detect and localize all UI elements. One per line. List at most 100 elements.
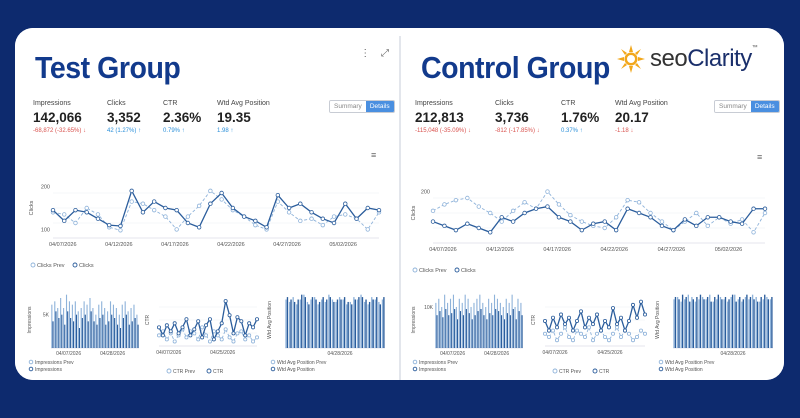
bar <box>766 296 768 348</box>
bar <box>673 299 675 348</box>
data-point <box>365 227 370 232</box>
legend-marker <box>412 359 418 365</box>
bar <box>491 302 493 348</box>
bar <box>518 311 520 348</box>
bar <box>462 315 464 348</box>
bar <box>721 299 723 348</box>
metric-impressions: Impressions 142,066 -68,872 (-32.65%) ↓ <box>33 100 86 134</box>
bar <box>67 311 69 348</box>
metric-label: CTR <box>163 100 178 107</box>
bar <box>435 302 437 348</box>
bar <box>694 301 697 348</box>
metric-change: 42 (1.27%) ↑ <box>107 128 142 134</box>
bar <box>115 308 117 348</box>
bar <box>118 314 120 348</box>
data-point <box>571 338 576 343</box>
bar <box>737 299 739 348</box>
bar <box>64 324 66 348</box>
data-point <box>631 338 636 343</box>
more-vert-icon[interactable]: ⋮ <box>360 48 371 59</box>
data-point <box>140 210 146 215</box>
bar <box>303 294 305 348</box>
legend-marker <box>552 368 558 374</box>
data-point <box>602 225 607 231</box>
bar <box>114 318 116 348</box>
bar <box>95 314 97 348</box>
bar <box>731 294 734 348</box>
sun-logo-icon <box>617 45 645 73</box>
metric-value: 142,066 <box>33 110 82 125</box>
y-axis-label: Impressions <box>411 306 417 333</box>
data-point <box>542 318 547 323</box>
summary-tab[interactable]: Summary <box>330 101 366 112</box>
bar <box>464 294 466 348</box>
data-point <box>499 215 504 220</box>
legend-marker <box>166 368 172 374</box>
data-point <box>607 338 612 343</box>
bar <box>760 296 762 348</box>
bar <box>92 308 94 348</box>
metric-value: 19.35 <box>217 110 251 125</box>
bar <box>347 301 349 348</box>
y-tick-label: 5K <box>43 313 50 319</box>
hamburger-menu-icon[interactable]: ≡ <box>757 152 763 162</box>
data-point <box>95 212 101 217</box>
hamburger-menu-icon[interactable]: ≡ <box>371 150 377 160</box>
bar <box>495 309 497 348</box>
y-axis-label: Clicks <box>411 205 417 220</box>
bar <box>102 314 104 348</box>
clicks-chart: Clicks 200 04/07/2026 04/12/2026 04/17/2026 0… <box>411 189 768 273</box>
bar <box>107 311 109 348</box>
data-point <box>587 325 592 330</box>
data-point <box>84 210 89 215</box>
summary-tab[interactable]: Summary <box>715 101 751 112</box>
data-point <box>129 188 134 194</box>
bar <box>286 297 289 348</box>
metric-change: -115,048 (-35.09%) ↓ <box>415 128 471 134</box>
data-point <box>705 215 710 220</box>
data-point <box>568 212 573 218</box>
bar <box>681 294 684 348</box>
bar <box>84 314 86 348</box>
bar <box>477 311 479 348</box>
legend-label: CTR <box>599 369 610 374</box>
details-tab[interactable]: Details <box>365 101 394 112</box>
bar <box>473 302 475 348</box>
bar <box>89 298 91 348</box>
bar <box>73 321 75 348</box>
data-point <box>563 322 568 327</box>
data-point <box>546 328 551 333</box>
bar <box>444 294 446 348</box>
data-point <box>200 325 205 330</box>
metric-wtd-avg-position: Wtd Avg Position 19.35 1.98 ↑ <box>217 100 270 134</box>
bar <box>293 301 296 348</box>
bar <box>436 315 438 348</box>
bar <box>739 296 741 348</box>
details-tab[interactable]: Details <box>750 101 779 112</box>
legend-label: CTR <box>213 369 224 374</box>
data-point <box>219 321 224 326</box>
bar <box>499 302 501 348</box>
bar <box>296 304 298 348</box>
bar <box>322 297 324 348</box>
data-point <box>595 331 600 336</box>
data-point <box>558 331 563 336</box>
x-tick-label: 04/25/2026 <box>597 350 622 356</box>
bar <box>321 299 323 348</box>
bar <box>61 314 63 348</box>
data-point <box>185 214 191 219</box>
data-point <box>717 215 722 220</box>
expand-icon[interactable]: ⤢ <box>381 48 389 59</box>
bar <box>86 304 88 348</box>
bar <box>331 299 334 348</box>
metric-label: Clicks <box>107 100 126 107</box>
data-point <box>635 315 640 320</box>
data-point <box>156 333 161 338</box>
data-point <box>615 322 620 327</box>
x-tick-label: 04/07/2026 <box>156 350 181 356</box>
legend-label: CTR Prev <box>173 369 195 374</box>
bar <box>52 321 54 348</box>
bar <box>514 306 516 348</box>
bar <box>317 304 319 348</box>
data-point <box>575 328 580 333</box>
